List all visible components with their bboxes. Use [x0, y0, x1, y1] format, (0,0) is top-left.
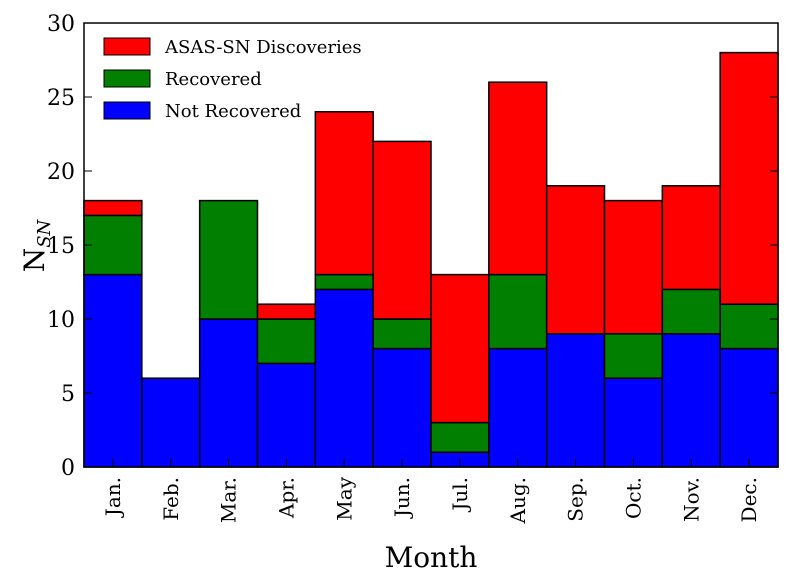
bar-dec-not-recovered: [719, 347, 779, 468]
y-axis-label: NSN: [18, 218, 55, 272]
bar-sep-not-recovered: [545, 333, 606, 468]
bar-apr-not-recovered: [256, 362, 317, 468]
bar-jan-recovered: [83, 214, 143, 276]
bar-jul-recovered: [430, 421, 490, 453]
x-tick-label-jan: Jan.: [101, 477, 125, 518]
legend-label-asas-sn-discoveries: ASAS-SN Discoveries: [164, 37, 362, 58]
y-tick-label: 20: [47, 160, 75, 185]
y-tick-label: 10: [47, 308, 75, 333]
x-tick-label-jul: Jul.: [448, 477, 472, 513]
x-tick-label-nov: Nov.: [679, 477, 703, 522]
x-tick-label-feb: Feb.: [159, 477, 183, 521]
legend-label-not-recovered: Not Recovered: [165, 101, 301, 122]
legend-swatch-asas-sn-discoveries: [103, 37, 151, 56]
bar-mar-recovered: [198, 199, 259, 320]
legend: ASAS-SN Discoveries Recovered Not Recovere…: [103, 37, 362, 122]
bars-layer: [83, 51, 779, 468]
bar-oct-recovered: [603, 333, 664, 379]
bar-mar-not-recovered: [198, 318, 259, 468]
bar-sep-asas-sn-discoveries: [545, 185, 606, 335]
x-tick-label-sep: Sep.: [564, 477, 588, 522]
bar-jul-asas-sn-discoveries: [430, 273, 490, 424]
bar-apr-asas-sn-discoveries: [256, 303, 317, 320]
bar-may-asas-sn-discoveries: [314, 111, 374, 276]
x-tick-label-aug: Aug.: [506, 477, 530, 524]
y-tick-label: 30: [47, 12, 75, 37]
bar-oct-asas-sn-discoveries: [603, 199, 664, 335]
bar-apr-recovered: [256, 318, 317, 365]
x-tick-label-jun: Jun.: [390, 477, 414, 519]
bar-dec-asas-sn-discoveries: [719, 51, 779, 305]
bar-jun-not-recovered: [372, 347, 432, 468]
legend-label-recovered: Recovered: [165, 69, 262, 90]
bar-may-recovered: [314, 273, 374, 291]
x-tick-label-mar: Mar.: [217, 477, 241, 523]
legend-swatch-recovered: [103, 69, 151, 88]
bar-aug-not-recovered: [488, 347, 548, 468]
bar-dec-recovered: [719, 303, 779, 350]
y-tick-label: 5: [61, 382, 75, 407]
x-tick-label-oct: Oct.: [621, 477, 645, 519]
bar-feb-not-recovered: [141, 377, 201, 468]
bar-aug-asas-sn-discoveries: [488, 81, 548, 276]
x-axis-ticks: Jan. Feb. Mar. Apr. May Jun. Jul. Aug. Sep. Oct. N…: [101, 459, 761, 524]
y-axis-label-main: N: [18, 248, 51, 273]
legend-swatch-not-recovered: [103, 101, 151, 120]
x-tick-label-apr: Apr.: [274, 477, 298, 519]
bar-jan-asas-sn-discoveries: [83, 199, 143, 217]
y-tick-label: 15: [47, 234, 75, 259]
x-tick-label-dec: Dec.: [737, 477, 761, 522]
bar-nov-asas-sn-discoveries: [661, 185, 721, 291]
y-axis-label-subscript: SN: [34, 218, 55, 247]
bar-jun-asas-sn-discoveries: [372, 140, 432, 320]
bar-oct-not-recovered: [603, 377, 664, 468]
y-tick-label: 25: [47, 86, 75, 111]
x-tick-label-may: May: [332, 476, 356, 520]
x-axis-label: Month: [385, 541, 478, 574]
bar-jan-not-recovered: [83, 273, 143, 468]
bar-jun-recovered: [372, 318, 432, 350]
y-tick-label: 0: [61, 456, 75, 481]
bar-nov-not-recovered: [661, 333, 721, 468]
bar-may-not-recovered: [314, 288, 374, 468]
bar-nov-recovered: [661, 288, 721, 335]
y-axis-ticks: 0 5 10 15 20 25 30: [47, 12, 778, 481]
bar-aug-recovered: [488, 273, 548, 350]
